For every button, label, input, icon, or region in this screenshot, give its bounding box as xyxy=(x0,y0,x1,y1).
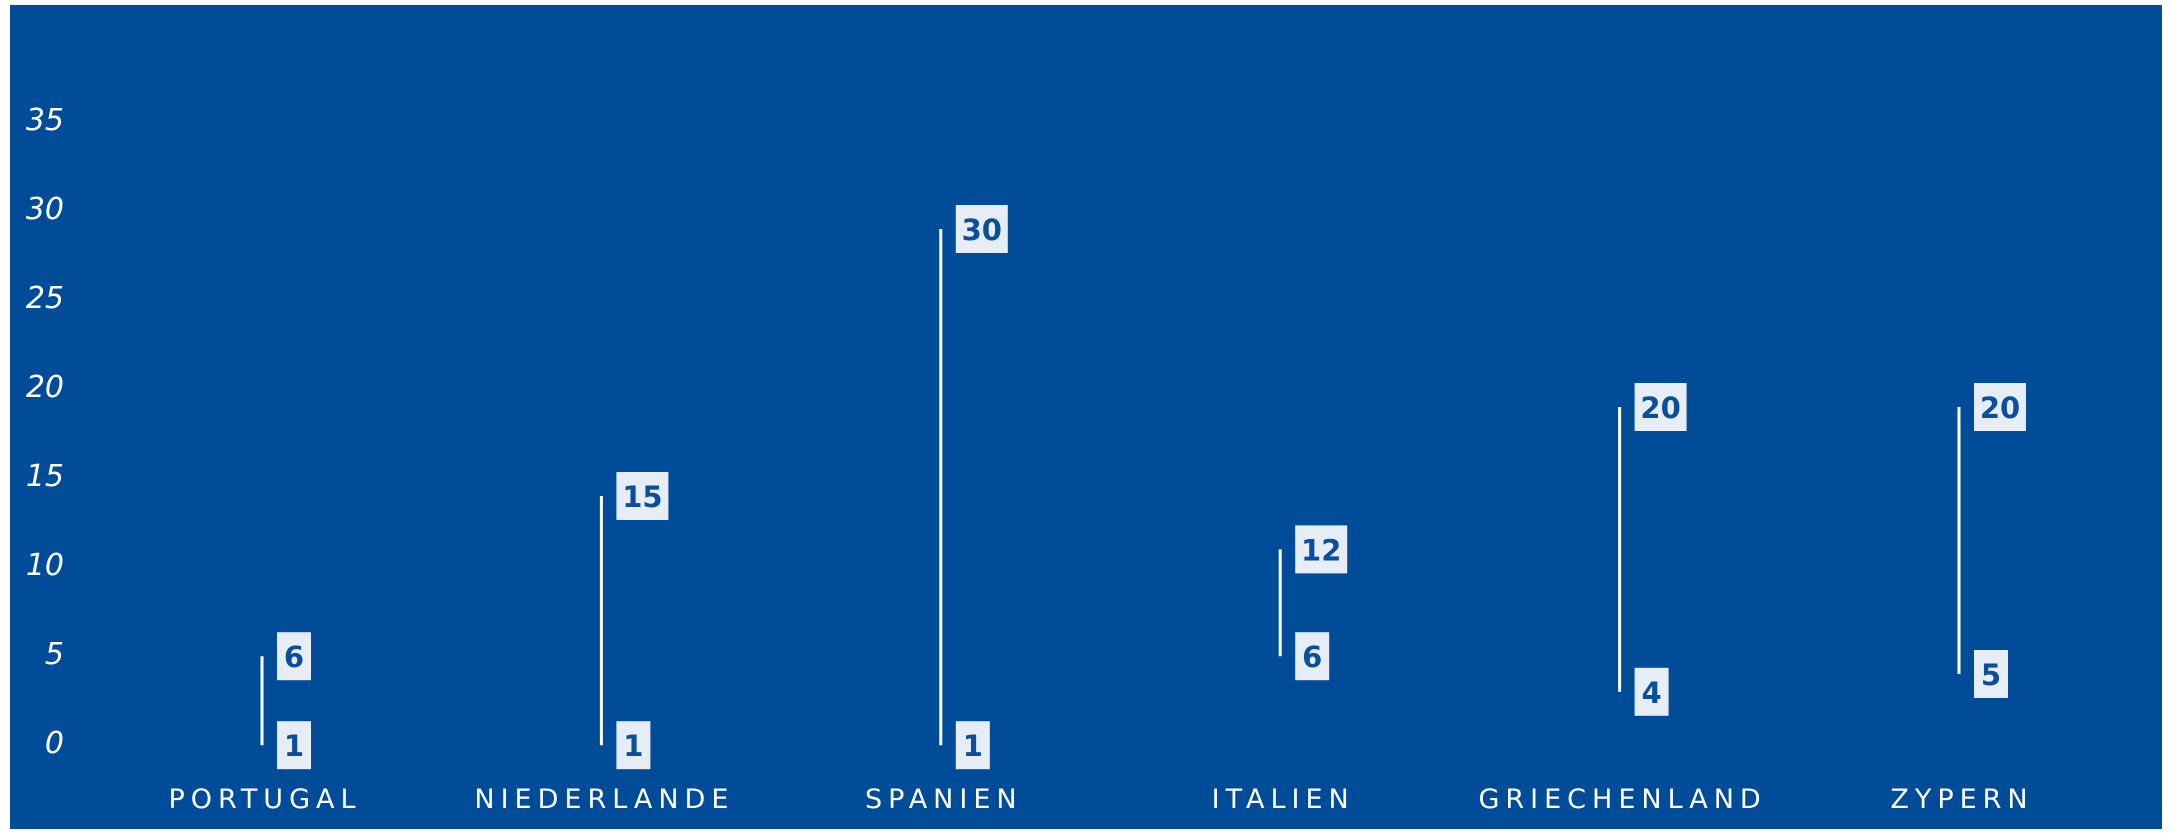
data-label-value: 6 xyxy=(1302,640,1322,674)
x-axis-ticks: PORTUGAL NIEDERLANDE SPANIEN ITALIEN GRIECHE… xyxy=(168,784,2033,815)
y-tick-label: 10 xyxy=(26,548,64,583)
data-label-value: 6 xyxy=(284,640,304,674)
data-label-box xyxy=(955,721,990,770)
y-tick-label: 25 xyxy=(26,281,64,316)
data-label-box xyxy=(1295,632,1330,681)
data-label-box xyxy=(1295,525,1348,574)
y-tick-label: 30 xyxy=(26,192,64,227)
data-label-value: 20 xyxy=(1980,391,2020,425)
y-tick-label: 15 xyxy=(26,459,64,494)
data-label-value: 1 xyxy=(623,729,643,763)
data-label-value: 1 xyxy=(284,729,304,763)
data-label: 6 xyxy=(1295,632,1330,681)
data-labels: 6 1 15 1 30 1 12 6 20 4 20 5 xyxy=(277,205,2026,770)
data-label-box xyxy=(955,205,1008,253)
range-lines xyxy=(260,229,1961,746)
chart-background xyxy=(10,5,2162,829)
data-label-box xyxy=(1634,667,1669,716)
y-tick-label: 20 xyxy=(26,370,64,405)
data-label: 15 xyxy=(616,472,669,520)
data-label: 20 xyxy=(1974,383,2026,431)
y-tick-label: 5 xyxy=(45,637,64,672)
data-label-value: 1 xyxy=(963,729,983,763)
data-label-box xyxy=(1634,383,1687,431)
data-label-box xyxy=(277,632,311,681)
data-label-value: 4 xyxy=(1642,676,1662,710)
x-tick-label: NIEDERLANDE xyxy=(474,784,734,815)
x-tick-label: ZYPERN xyxy=(1890,784,2033,815)
x-tick-label: GRIECHENLAND xyxy=(1478,784,1766,815)
data-label-box xyxy=(1974,650,2008,698)
y-tick-label: 0 xyxy=(45,726,64,761)
data-label: 1 xyxy=(277,721,311,770)
data-label: 1 xyxy=(616,721,651,770)
data-label: 6 xyxy=(277,632,311,681)
data-label-box xyxy=(277,721,311,770)
x-tick-label: SPANIEN xyxy=(865,784,1023,815)
data-label: 5 xyxy=(1974,650,2008,698)
data-label: 1 xyxy=(955,721,990,770)
data-label-value: 5 xyxy=(1981,658,2001,692)
data-label-box xyxy=(616,472,669,520)
data-label-box xyxy=(1974,383,2026,431)
data-label-value: 15 xyxy=(622,480,662,514)
data-label-value: 30 xyxy=(962,213,1002,247)
x-tick-label: PORTUGAL xyxy=(168,784,361,815)
data-label: 4 xyxy=(1634,667,1669,716)
data-label-box xyxy=(616,721,651,770)
data-label-value: 12 xyxy=(1301,533,1341,567)
x-tick-label: ITALIEN xyxy=(1212,784,1355,815)
data-label: 20 xyxy=(1634,383,1687,431)
data-label: 30 xyxy=(955,205,1008,253)
data-label: 12 xyxy=(1295,525,1348,574)
y-axis-ticks: 0 5 10 15 20 25 30 35 xyxy=(26,103,64,761)
data-label-value: 20 xyxy=(1640,391,1680,425)
y-tick-label: 35 xyxy=(26,103,64,138)
